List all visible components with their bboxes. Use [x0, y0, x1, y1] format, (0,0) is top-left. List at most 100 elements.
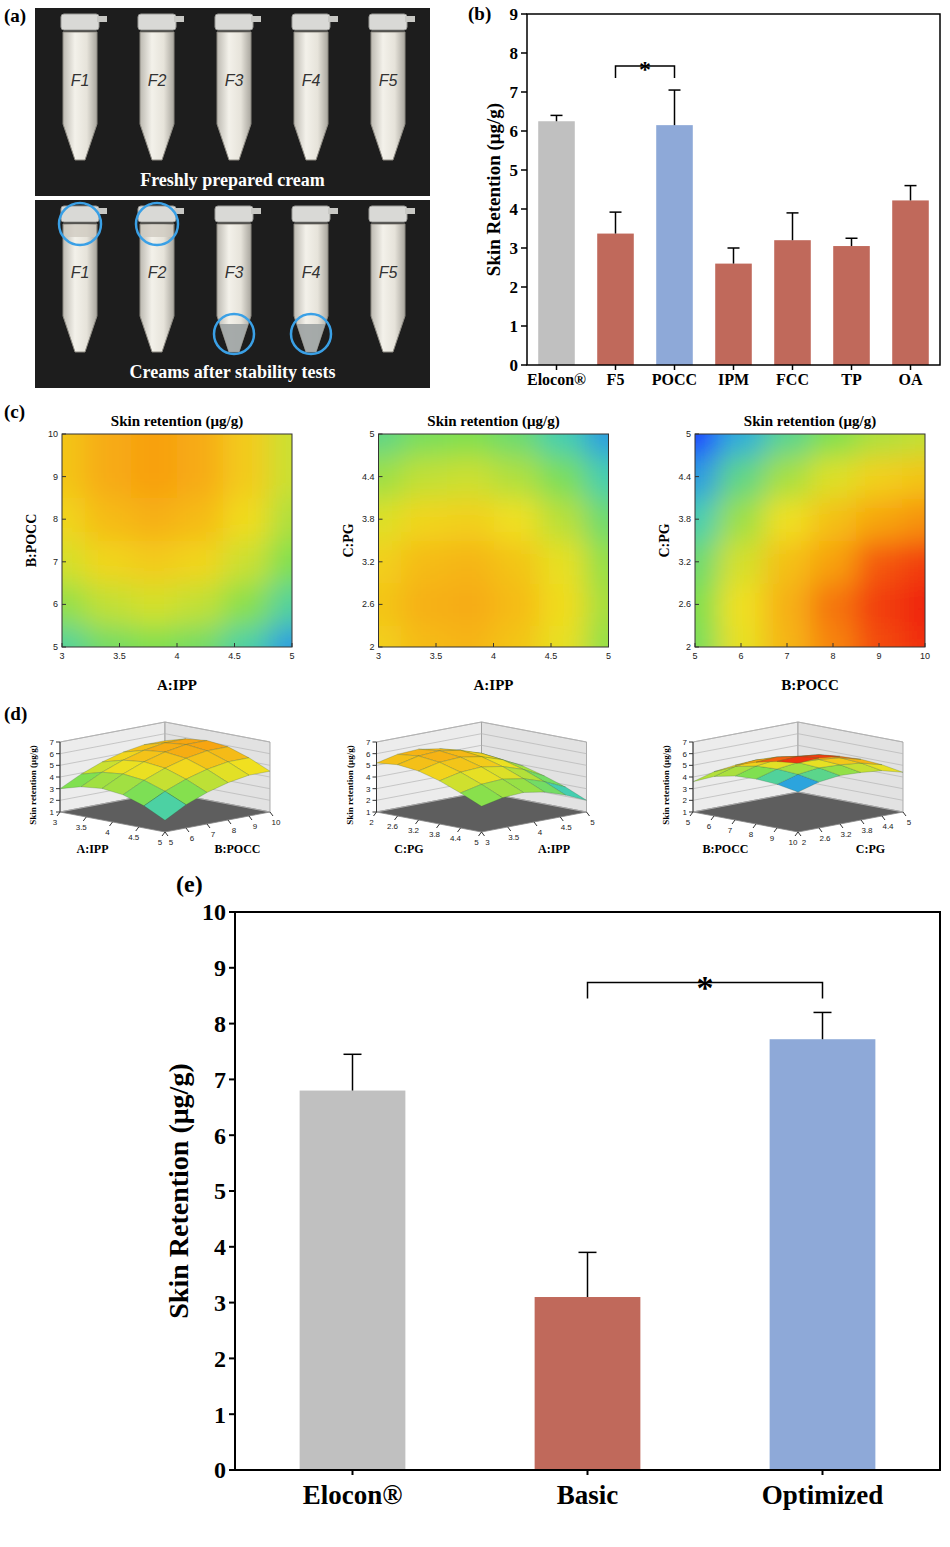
contour-cell	[695, 583, 719, 626]
z-tick	[56, 788, 60, 789]
y-tick-label: 4	[214, 1234, 226, 1260]
tube-label: F2	[148, 72, 167, 89]
tube-cap	[215, 206, 253, 222]
bar	[833, 246, 870, 365]
x-tick	[879, 643, 880, 647]
contour-cell	[718, 455, 765, 498]
y-tick-label: 4.4	[678, 472, 691, 482]
y-tick	[521, 52, 527, 54]
x-tick-label: 9	[876, 651, 881, 661]
panel-letter: (b)	[468, 3, 491, 25]
y-tick	[62, 604, 66, 605]
surface	[693, 755, 903, 792]
bar	[715, 264, 752, 365]
surface-patch	[777, 756, 819, 763]
x-tick-label: 3.5	[113, 651, 126, 661]
y-tick-label: 2	[214, 1346, 226, 1372]
z-tick	[689, 777, 693, 778]
contour-cell	[902, 626, 925, 647]
x-tick-label: 3	[376, 651, 381, 661]
bar	[656, 125, 693, 365]
floor	[60, 792, 270, 832]
contour-cell	[131, 541, 178, 584]
y-axis-title: C:PG	[341, 523, 356, 557]
y-tick-label: 3.5	[508, 833, 520, 842]
y-tick-label: 8	[53, 514, 58, 524]
x-tick	[774, 828, 777, 832]
y-tick	[695, 434, 699, 435]
tube-body	[63, 32, 97, 160]
x-tick-label: 3.2	[408, 826, 420, 835]
z-tick-label: 6	[50, 750, 55, 759]
contour-cell	[902, 583, 925, 626]
x-tick	[733, 365, 735, 370]
y-tick-label: 5	[590, 818, 595, 827]
bar	[774, 240, 811, 365]
z-tick	[373, 753, 377, 754]
z-tick-label: 7	[50, 738, 55, 747]
y-axis-title: B:POCC	[24, 514, 39, 568]
z-axis	[60, 742, 61, 812]
x-tick	[615, 365, 617, 370]
x-tick-label: 4.5	[545, 651, 558, 661]
y-tick-label: 9	[510, 5, 519, 24]
contour-cell	[223, 434, 270, 456]
photo-half: F1F2F3F4F5Creams after stability tests	[35, 200, 430, 388]
y-axis-title: C:PG	[856, 842, 885, 856]
error-bar	[846, 238, 858, 246]
panel-letter: (a)	[4, 5, 26, 27]
y-tick	[379, 434, 383, 435]
y-tick	[560, 817, 563, 821]
plot-frame	[695, 434, 925, 647]
bar	[770, 1039, 876, 1470]
contour-cell	[379, 583, 403, 626]
contour-cell	[379, 455, 403, 498]
z-tick-label: 2	[50, 796, 55, 805]
contour-cell	[177, 626, 224, 647]
contour-cell	[718, 498, 765, 541]
contour-cell	[379, 434, 403, 456]
y-tick	[229, 1246, 235, 1248]
bar-chart: 0123456789Elocon®F5POCCIPMFCCTPOASkin Re…	[483, 5, 940, 388]
x-axis-title: A:IPP	[157, 677, 197, 693]
contour-cell	[856, 626, 903, 647]
z-tick-label: 4	[50, 773, 55, 782]
bar	[597, 234, 634, 365]
y-tick	[229, 911, 235, 913]
error-bar	[579, 1252, 597, 1297]
z-axis	[376, 742, 377, 812]
x-tick	[690, 812, 693, 816]
contour-cell	[902, 541, 925, 584]
y-tick-label: 5	[169, 838, 174, 847]
x-axis-title: B:POCC	[703, 842, 749, 856]
y-tick	[840, 824, 843, 828]
x-axis-title: C:PG	[394, 842, 423, 856]
contour-area	[695, 434, 925, 647]
tube-hinge	[328, 208, 338, 214]
contour-cell	[494, 455, 541, 498]
y-tick-label: 5	[214, 1178, 226, 1204]
separated-top-layer	[64, 225, 96, 237]
x-tick-label: Basic	[557, 1480, 619, 1510]
chart-title: Skin retention (μg/g)	[111, 413, 243, 430]
z-tick	[373, 777, 377, 778]
contour-cell	[177, 498, 224, 541]
x-tick-label: 4.4	[450, 834, 462, 843]
y-tick-label: 8	[232, 826, 237, 835]
x-tick-label: POCC	[652, 371, 697, 388]
x-tick	[493, 643, 494, 647]
contour-cell	[402, 541, 449, 584]
x-tick-label: 2.6	[387, 822, 399, 831]
tube-hinge	[251, 208, 261, 214]
y-tick	[695, 647, 699, 648]
z-grid-line	[60, 734, 270, 754]
contour-cell	[764, 434, 811, 456]
contour-cell	[448, 626, 495, 647]
y-tick-label: 7	[211, 830, 216, 839]
z-tick-label: 6	[366, 750, 371, 759]
contour-cell	[448, 583, 495, 626]
tube-label: F3	[225, 72, 244, 89]
z-tick-label: 7	[683, 738, 688, 747]
error-bar	[551, 115, 563, 121]
contour-cell	[810, 541, 857, 584]
